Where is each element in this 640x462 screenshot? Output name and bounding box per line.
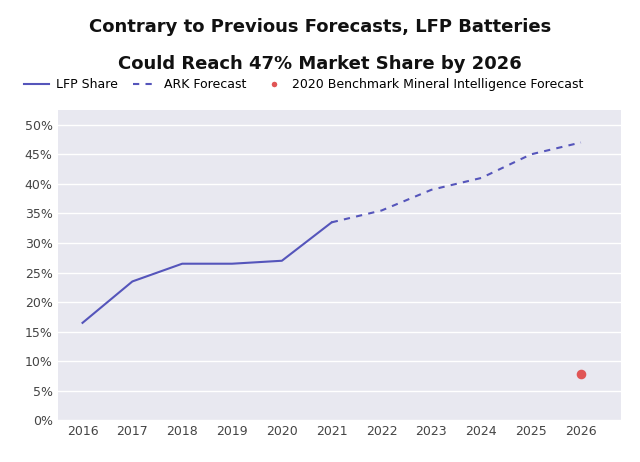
Text: Contrary to Previous Forecasts, LFP Batteries: Contrary to Previous Forecasts, LFP Batt…: [89, 18, 551, 36]
Legend: LFP Share, ARK Forecast, 2020 Benchmark Mineral Intelligence Forecast: LFP Share, ARK Forecast, 2020 Benchmark …: [24, 78, 584, 91]
Text: Could Reach 47% Market Share by 2026: Could Reach 47% Market Share by 2026: [118, 55, 522, 73]
Point: [576, 371, 586, 378]
